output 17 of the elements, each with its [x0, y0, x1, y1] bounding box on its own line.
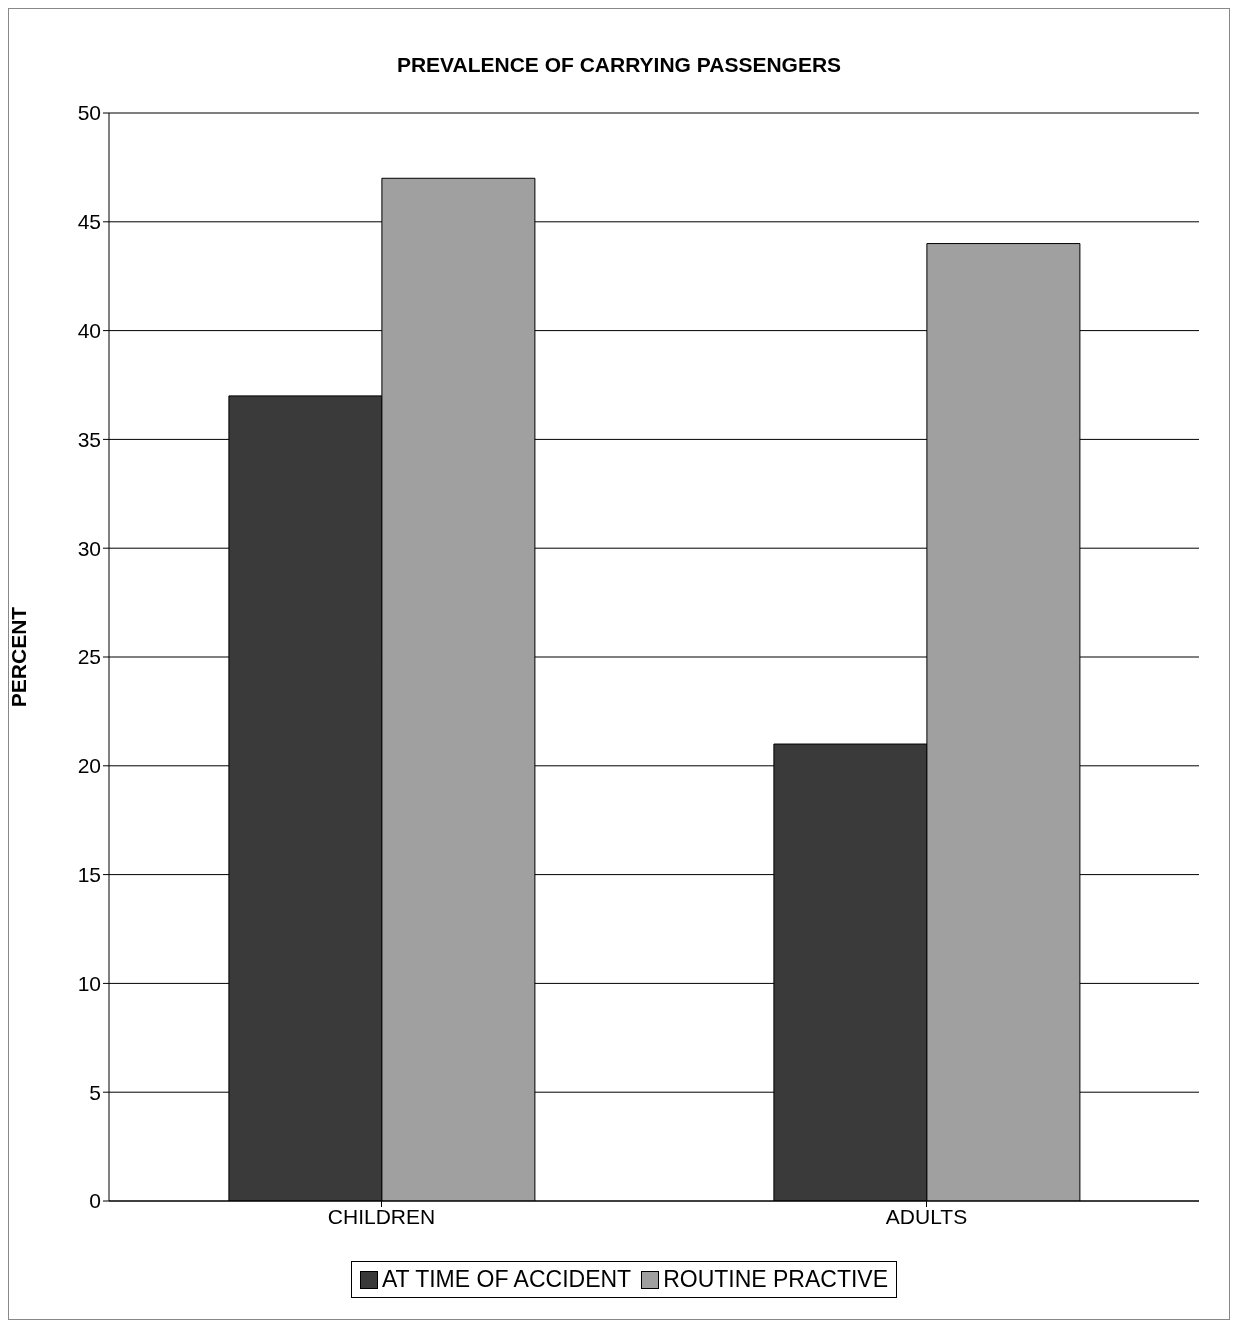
y-tick-label: 0 [89, 1189, 101, 1213]
x-tick-label: CHILDREN [327, 1204, 436, 1228]
y-tick-label: 15 [77, 863, 101, 887]
chart-title: PREVALENCE OF CARRYING PASSENGERS [395, 53, 843, 78]
y-tick-label: 20 [77, 754, 101, 778]
y-tick-label: 10 [77, 971, 101, 995]
y-tick-label: 5 [89, 1080, 101, 1104]
legend-label: AT TIME OF ACCIDENT [381, 1266, 632, 1293]
x-tick-label: ADULTS [885, 1204, 968, 1228]
y-tick-label: 35 [77, 427, 101, 451]
y-tick-label: 30 [77, 536, 101, 560]
y-tick-label: 50 [77, 101, 101, 125]
y-axis-title: PERCENT [7, 606, 31, 708]
y-tick-label: 45 [77, 210, 101, 234]
legend-label: ROUTINE PRACTIVE [663, 1266, 889, 1293]
y-tick-label: 40 [77, 319, 101, 343]
y-tick-label: 25 [77, 645, 101, 669]
